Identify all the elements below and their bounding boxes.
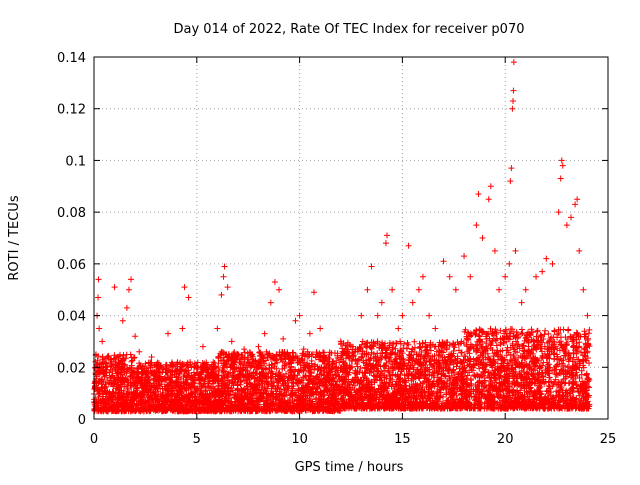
roti-scatter-chart: 051015202500.020.040.060.080.10.120.14 D…	[0, 0, 640, 480]
chart-container: 051015202500.020.040.060.080.10.120.14 D…	[0, 0, 640, 480]
